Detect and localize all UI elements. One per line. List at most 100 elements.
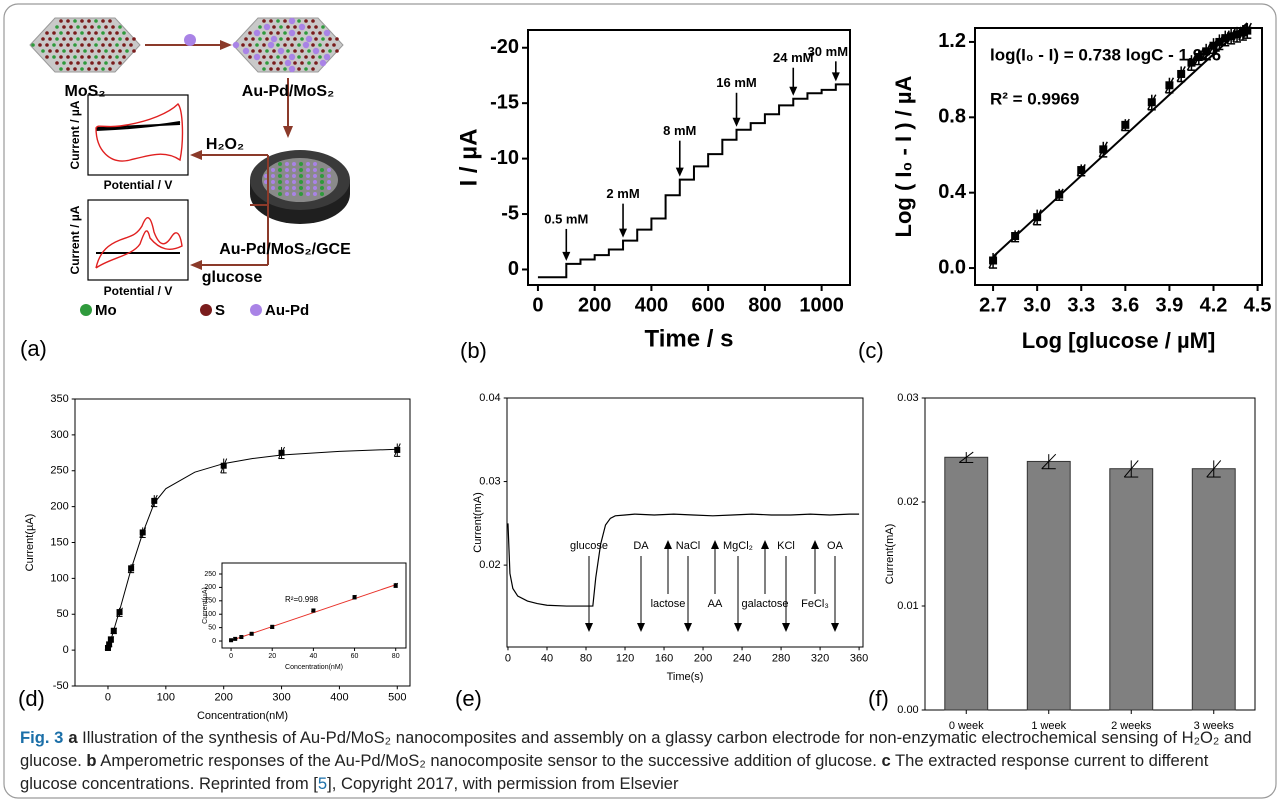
atom (278, 186, 282, 190)
atom (122, 55, 126, 59)
y-tick-label: 0.02 (479, 559, 500, 571)
atom (271, 186, 275, 190)
atom (55, 61, 59, 65)
atom (73, 43, 77, 47)
atom (258, 61, 262, 65)
atom (297, 19, 301, 23)
atom (272, 25, 276, 29)
x-tick-label: 0 (532, 294, 543, 316)
data-line (507, 513, 860, 607)
bar (1109, 468, 1154, 711)
data-point (107, 636, 114, 643)
atom (59, 43, 63, 47)
atom (255, 43, 259, 47)
legend-label: S (215, 302, 225, 319)
atom (258, 49, 262, 53)
y-tick-label: 250 (204, 571, 216, 578)
atom (335, 49, 339, 53)
annotation-arrowhead (684, 623, 692, 632)
atom (306, 186, 310, 190)
y-tick-label: 0.03 (897, 392, 918, 404)
atom (108, 55, 112, 59)
atom (90, 61, 94, 65)
x-tick-label: 20 (268, 653, 276, 660)
arrow-label: glucose (202, 269, 263, 286)
atom (262, 67, 266, 71)
x-tick-label: 0 (229, 653, 233, 660)
panel-label: (e) (455, 686, 482, 711)
data-point (1099, 145, 1108, 154)
atom (321, 37, 325, 41)
atom (253, 29, 261, 37)
atom (299, 174, 303, 178)
atom (73, 31, 77, 35)
atom (101, 31, 105, 35)
y-tick-label: 250 (50, 465, 68, 477)
annotation: 16 mM (716, 75, 756, 90)
data-point (128, 565, 135, 572)
x-tick-label: 400 (330, 691, 348, 703)
annotation-arrowhead (664, 540, 672, 549)
atom (101, 19, 105, 23)
atom (62, 25, 66, 29)
data-point (1121, 120, 1130, 129)
atom (115, 55, 119, 59)
arrow-label: H₂O₂ (206, 136, 244, 153)
arrow-head (283, 126, 293, 138)
data-point (239, 635, 244, 640)
atom (258, 25, 262, 29)
atom (115, 43, 119, 47)
atom (80, 31, 84, 35)
atom (55, 49, 59, 53)
atom (62, 49, 66, 53)
atom (118, 37, 122, 41)
atom (83, 37, 87, 41)
bar (1026, 460, 1071, 711)
x-tick-label: 3.9 (1156, 294, 1184, 316)
atom (73, 19, 77, 23)
atom (270, 35, 278, 43)
data-point (1238, 28, 1247, 37)
x-tick-label: 2 weeks (1111, 720, 1152, 732)
atom (125, 49, 129, 53)
caption-text: The extracted response current to differ… (20, 751, 1213, 793)
data-point (1187, 58, 1196, 67)
atom (45, 43, 49, 47)
x-tick-label: 240 (733, 652, 751, 664)
x-tick-label: 3.6 (1111, 294, 1139, 316)
annotation: R²=0.998 (285, 595, 319, 604)
node-label: MoS₂ (65, 83, 106, 100)
data-line (537, 83, 850, 279)
caption-text[interactable]: 5 (317, 774, 328, 793)
atom (132, 37, 136, 41)
atom (313, 162, 317, 166)
atom (101, 67, 105, 71)
mos2-sheet (29, 17, 141, 73)
atom (83, 61, 87, 65)
data-point (1243, 26, 1252, 35)
node-label: Au-Pd/MoS₂/GCE (219, 241, 351, 258)
y-tick-label: 200 (204, 584, 216, 591)
atom (278, 174, 282, 178)
legend-marker (200, 304, 212, 316)
atom (253, 53, 261, 61)
annotation: 0.5 mM (544, 211, 588, 226)
atom (104, 37, 108, 41)
atom (288, 29, 296, 37)
atom (76, 37, 80, 41)
atom (328, 49, 332, 53)
y-tick-label: 0.04 (479, 392, 500, 404)
atom (292, 174, 296, 178)
atom (87, 43, 91, 47)
atom (262, 43, 266, 47)
x-tick-label: 0 week (949, 720, 984, 732)
atom (242, 47, 250, 55)
atom (321, 49, 325, 53)
atom (271, 174, 275, 178)
atom (304, 31, 308, 35)
y-tick-label: -50 (53, 680, 69, 692)
atom (52, 55, 56, 59)
atom (104, 61, 108, 65)
